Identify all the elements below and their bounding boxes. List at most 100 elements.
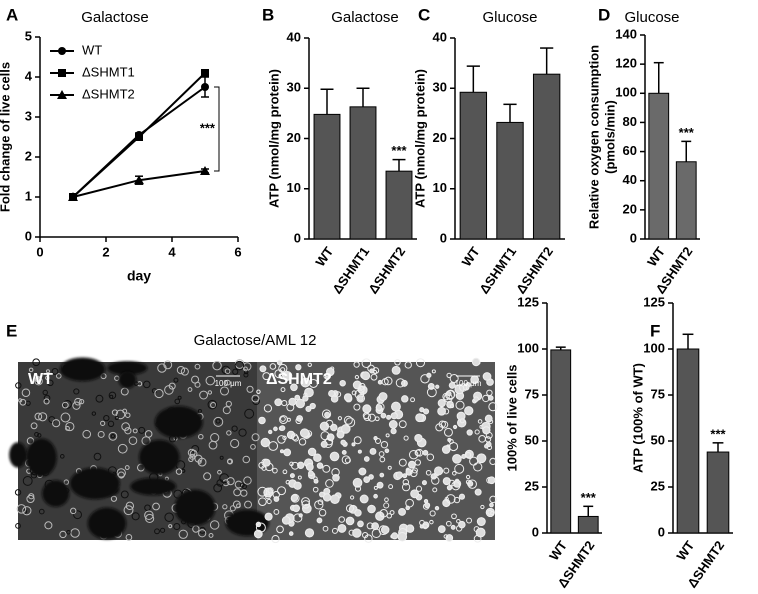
cell	[232, 500, 241, 509]
cell	[97, 430, 105, 438]
cell	[451, 513, 457, 520]
cell	[35, 377, 40, 382]
cell	[267, 487, 274, 494]
cell	[144, 510, 154, 520]
cell	[305, 405, 312, 412]
cell	[478, 435, 486, 443]
cell	[404, 361, 412, 369]
y-tick-label: 60	[623, 143, 637, 158]
cell	[282, 469, 288, 475]
cell	[450, 404, 455, 409]
cell	[303, 392, 308, 397]
dark-region	[174, 489, 216, 526]
cell	[409, 469, 418, 478]
y-tick-label: 125	[517, 294, 539, 309]
cell	[215, 418, 221, 424]
legend-label: ΔSHMT2	[82, 86, 135, 101]
cell	[73, 388, 80, 395]
cell	[124, 465, 130, 470]
cell	[451, 481, 461, 491]
dark-region	[138, 439, 180, 475]
legend-marker	[58, 47, 66, 55]
cell	[55, 373, 62, 379]
cell	[125, 533, 133, 541]
cell	[22, 506, 32, 516]
cell	[345, 504, 355, 513]
cell	[354, 509, 362, 517]
cell	[282, 435, 287, 441]
cell	[91, 411, 97, 416]
cell	[28, 367, 34, 373]
cell	[456, 518, 461, 524]
cell	[317, 499, 324, 505]
chart-title: Glucose	[482, 9, 537, 26]
cell	[154, 388, 164, 399]
cell	[465, 474, 471, 480]
cell	[475, 527, 486, 538]
y-axis-label: (pmols/min)	[602, 100, 617, 174]
cell	[388, 484, 394, 490]
cell	[154, 528, 160, 535]
cell	[369, 368, 375, 374]
cell	[262, 458, 271, 467]
cell	[103, 414, 110, 422]
dark-region	[118, 371, 137, 389]
cell	[63, 479, 70, 485]
cell	[301, 497, 310, 506]
cell	[340, 439, 347, 446]
cell	[289, 473, 295, 479]
cell	[390, 412, 398, 420]
cell	[293, 513, 303, 523]
cell	[442, 477, 451, 486]
cell	[251, 433, 260, 442]
bar	[648, 92, 670, 240]
marker	[68, 192, 78, 201]
dark-region	[59, 357, 106, 382]
cell	[374, 438, 382, 445]
cell	[366, 522, 374, 530]
cell	[482, 394, 490, 403]
annotation: ***	[679, 125, 695, 140]
cell	[309, 402, 316, 410]
cell	[28, 493, 35, 500]
cell	[73, 510, 82, 520]
cell	[298, 438, 307, 446]
cell	[117, 471, 125, 479]
cell	[383, 376, 393, 386]
cell	[163, 360, 173, 370]
error-bar	[540, 47, 554, 75]
cell	[164, 512, 174, 523]
cell	[391, 365, 401, 375]
cell	[16, 504, 27, 514]
cell	[407, 460, 416, 469]
marker	[200, 166, 210, 175]
cell	[450, 524, 456, 530]
y-tick-label: 75	[651, 386, 665, 401]
cell	[297, 475, 302, 480]
panel-letter: D	[598, 5, 610, 24]
cell	[465, 452, 472, 458]
cell	[52, 419, 61, 428]
cell	[114, 415, 119, 420]
x-tick-label: 6	[234, 244, 241, 259]
cell	[157, 363, 167, 373]
cell	[198, 433, 204, 440]
bar	[675, 161, 697, 240]
cell	[290, 383, 298, 392]
cell	[260, 437, 271, 448]
cell	[160, 527, 166, 533]
cell	[377, 379, 383, 385]
cell	[234, 480, 243, 489]
y-axis-label: ATP (100% of WT)	[630, 363, 645, 473]
cell	[336, 430, 345, 439]
cell	[459, 418, 465, 424]
cell	[452, 471, 457, 476]
cell	[14, 489, 22, 496]
cell	[283, 448, 292, 457]
cell	[357, 520, 364, 528]
cell	[414, 433, 423, 443]
cell	[373, 493, 378, 499]
cell	[331, 468, 340, 477]
y-axis-label: Relative oxygen consumption	[586, 45, 601, 229]
cell	[422, 523, 429, 530]
